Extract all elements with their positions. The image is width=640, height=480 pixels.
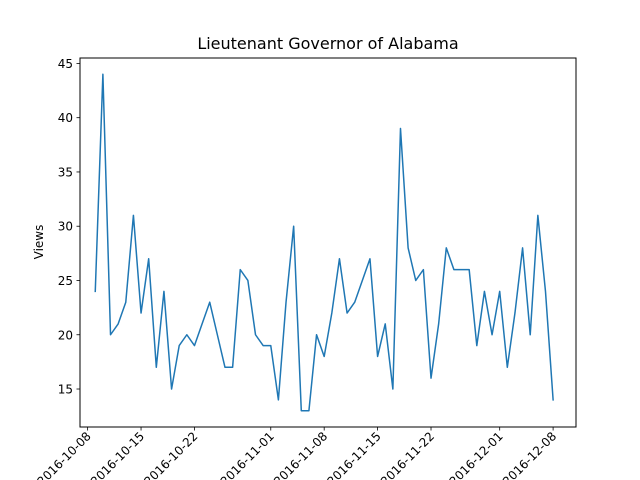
y-tick-label: 15 bbox=[58, 383, 73, 397]
y-tick-label: 35 bbox=[58, 165, 73, 179]
x-tick-label: 2016-12-08 bbox=[500, 429, 559, 480]
y-tick-label: 30 bbox=[58, 220, 73, 234]
x-tick-label: 2016-10-22 bbox=[141, 429, 200, 480]
y-tick-label: 25 bbox=[58, 274, 73, 288]
y-axis: 15 20 25 30 35 40 45 bbox=[58, 57, 80, 397]
chart-title: Lieutenant Governor of Alabama bbox=[197, 34, 458, 53]
series-layer bbox=[94, 73, 554, 412]
y-axis-label: Views bbox=[32, 225, 46, 260]
x-tick-label: 2016-10-15 bbox=[88, 429, 147, 480]
y-tick-label: 40 bbox=[58, 111, 73, 125]
plot-frame bbox=[79, 57, 577, 428]
x-tick-label: 2016-12-01 bbox=[447, 429, 506, 480]
y-tick-label: 20 bbox=[58, 328, 73, 342]
x-tick-label: 2016-11-22 bbox=[378, 429, 437, 480]
x-tick-label: 2016-10-08 bbox=[35, 429, 94, 480]
x-tick-label: 2016-11-15 bbox=[325, 429, 384, 480]
x-tick-label: 2016-11-08 bbox=[271, 429, 330, 480]
x-tick-label: 2016-11-01 bbox=[218, 429, 277, 480]
y-tick-label: 45 bbox=[58, 57, 73, 71]
series-line bbox=[94, 73, 554, 412]
